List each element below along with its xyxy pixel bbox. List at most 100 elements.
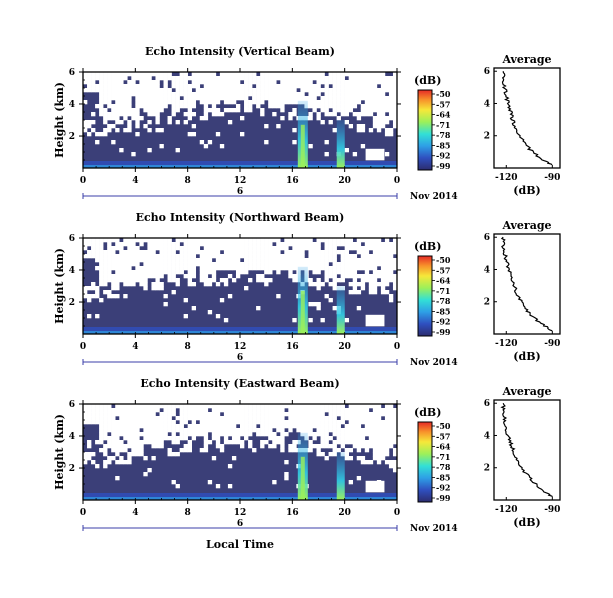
clear-cell (151, 84, 156, 89)
clear-cell (91, 84, 96, 89)
clear-cell (227, 258, 233, 263)
clear-cell (276, 100, 281, 105)
clear-cell (264, 408, 269, 413)
clear-cell (300, 246, 305, 251)
clear-cell (135, 104, 140, 109)
clear-cell (288, 404, 293, 409)
clear-cell (240, 116, 245, 121)
clear-cell (183, 408, 188, 413)
clear-cell (163, 436, 168, 441)
clear-cell (368, 460, 374, 465)
clear-cell (364, 424, 370, 429)
clear-cell (147, 274, 152, 279)
clear-cell (103, 282, 108, 287)
clear-cell (316, 302, 321, 307)
colorbar-tick-label: -57 (436, 99, 450, 109)
clear-cell (203, 108, 209, 113)
y-axis-label: Height (km) (53, 82, 66, 158)
clear-cell (300, 96, 305, 101)
clear-cell (348, 254, 354, 259)
clear-cell (376, 80, 382, 85)
clear-cell (280, 116, 285, 121)
clear-cell (304, 258, 309, 263)
clear-cell (235, 408, 241, 413)
clear-cell (344, 440, 349, 445)
clear-cell (211, 262, 217, 267)
clear-cell (264, 250, 269, 255)
clear-cell (211, 420, 217, 425)
clear-cell (260, 96, 265, 101)
average-x-tick-label: -90 (544, 505, 560, 515)
clear-cell (95, 76, 100, 81)
clear-cell (235, 270, 241, 275)
clear-cell (336, 104, 341, 109)
clear-cell (151, 420, 156, 425)
clear-cell (388, 262, 394, 267)
clear-cell (268, 104, 273, 109)
clear-cell (244, 424, 249, 429)
clear-cell (123, 96, 128, 101)
clear-cell (227, 440, 233, 445)
clear-cell (252, 448, 257, 453)
clear-cell (147, 238, 152, 243)
clear-cell (107, 290, 112, 295)
clear-cell (187, 104, 192, 109)
clear-cell (308, 254, 313, 259)
clear-cell (147, 416, 152, 421)
clear-cell (324, 416, 329, 421)
clear-cell (147, 258, 152, 263)
clear-cell (384, 428, 390, 433)
clear-cell (171, 84, 176, 89)
clear-cell (272, 412, 277, 417)
clear-cell (187, 132, 192, 137)
clear-cell (372, 440, 378, 445)
clear-cell (207, 428, 213, 433)
clear-cell (171, 452, 176, 457)
clear-cell (308, 412, 313, 417)
clear-cell (171, 270, 176, 275)
clear-cell (159, 262, 164, 267)
clear-cell (195, 428, 201, 433)
panel-2: Echo Intensity (Northward Beam)Height (k… (53, 211, 561, 368)
clear-cell (332, 306, 337, 311)
clear-cell (131, 242, 136, 247)
clear-cell (103, 100, 108, 105)
clear-cell (308, 408, 313, 413)
clear-cell (256, 246, 261, 251)
clear-cell (235, 262, 241, 267)
clear-cell (107, 262, 112, 267)
clear-cell (348, 456, 354, 461)
x-tick-label: 20 (338, 176, 351, 186)
clear-cell (231, 436, 237, 441)
clear-cell (223, 432, 229, 437)
clear-cell (256, 88, 261, 93)
clear-cell (348, 242, 354, 247)
clear-cell (159, 428, 164, 433)
clear-cell (187, 266, 192, 271)
clear-cell (99, 250, 104, 255)
clear-cell (219, 416, 225, 421)
clear-cell (288, 250, 293, 255)
clear-cell (344, 456, 349, 461)
clear-cell (376, 100, 382, 105)
clear-cell (99, 262, 104, 267)
clear-cell (332, 88, 337, 93)
clear-cell (316, 306, 321, 311)
clear-cell (235, 80, 241, 85)
clear-cell (203, 278, 209, 283)
clear-cell (107, 440, 112, 445)
clear-patch (365, 314, 385, 327)
clear-cell (292, 420, 297, 425)
clear-cell (264, 262, 269, 267)
clear-cell (392, 80, 398, 85)
colorbar (417, 421, 433, 503)
clear-cell (248, 416, 253, 421)
clear-cell (91, 294, 96, 299)
clear-cell (199, 238, 205, 243)
clear-cell (211, 270, 217, 275)
clear-cell (167, 448, 172, 453)
clear-cell (139, 412, 144, 417)
clear-cell (240, 132, 245, 137)
clear-cell (119, 84, 124, 89)
clear-cell (392, 124, 398, 129)
